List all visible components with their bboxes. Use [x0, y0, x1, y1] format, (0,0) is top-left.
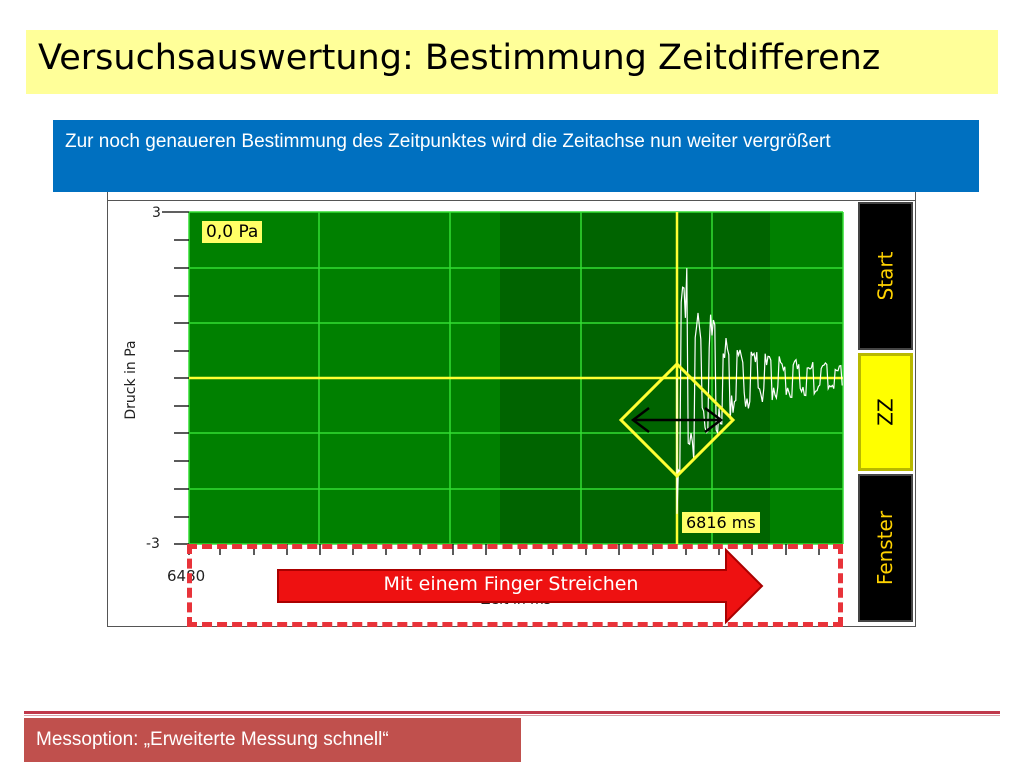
cursor-handle-arrow-right: [704, 407, 724, 433]
swipe-arrow-icon: [277, 547, 764, 625]
cursor-handle-arrow-left: [630, 407, 650, 433]
y-tick-max: 3: [152, 205, 161, 221]
pressure-trace: [676, 268, 843, 514]
info-box: Zur noch genaueren Bestimmung des Zeitpu…: [53, 120, 979, 192]
pressure-readout: 0,0 Pa: [202, 221, 263, 243]
cursor-handle-diamond: [618, 361, 736, 479]
title-bar: Versuchsauswertung: Bestimmung Zeitdiffe…: [26, 30, 998, 94]
footer-rule: [24, 711, 1000, 714]
footer-rule-thin: [24, 715, 1000, 716]
start-button[interactable]: Start: [858, 202, 913, 350]
footer-label: Messoption: „Erweiterte Messung schnell“: [24, 718, 521, 762]
zz-button-label: ZZ: [873, 398, 898, 426]
start-button-label: Start: [873, 251, 898, 301]
zz-button[interactable]: ZZ: [858, 353, 913, 471]
x-tick-first: 6480: [167, 567, 206, 585]
swipe-hint: Mit einem Finger Streichen: [383, 573, 639, 595]
time-readout: 6816 ms: [682, 512, 760, 533]
slide-title: Versuchsauswertung: Bestimmung Zeitdiffe…: [38, 38, 881, 78]
y-tick-min: -3: [146, 536, 160, 552]
window-button-label: Fenster: [873, 510, 898, 586]
app-top-line: [108, 200, 915, 201]
y-axis-label: Druck in Pa: [123, 340, 139, 420]
window-button[interactable]: Fenster: [858, 474, 913, 622]
swipe-area[interactable]: [187, 544, 843, 627]
